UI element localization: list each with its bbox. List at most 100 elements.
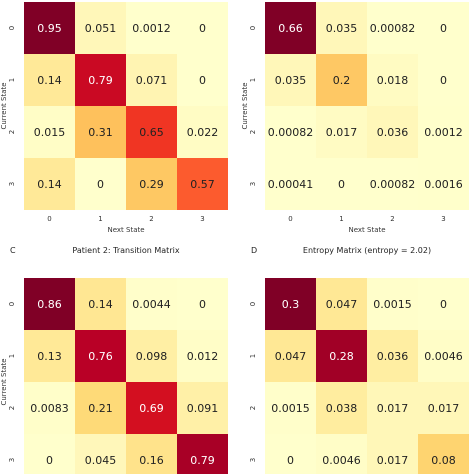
cell-value-label: 0.08	[431, 454, 456, 467]
y-axis-label: Current State	[241, 82, 249, 129]
panel-title: Entropy Matrix (entropy = 2.02)	[303, 246, 431, 255]
cell-value-label: 0.017	[428, 402, 460, 415]
heatmap-cell	[177, 382, 228, 434]
heatmap-cell	[177, 330, 228, 382]
heatmap-cell	[418, 278, 469, 330]
heatmap-cell	[24, 434, 75, 474]
cell-value-label: 0.0046	[322, 454, 361, 467]
cell-value-label: 0.091	[187, 402, 219, 415]
heatmap-cell	[316, 330, 367, 382]
heatmap-cell	[316, 2, 367, 54]
y-tick-label: 2	[249, 130, 257, 134]
heatmap-cell	[177, 278, 228, 330]
heatmap-cell	[367, 158, 418, 210]
cell-value-label: 0.76	[88, 350, 113, 363]
heatmap-cell	[24, 382, 75, 434]
heatmap-panel-2: 0.86 0.14 0.0044 0 0.13 0.76 0.098 0.012 0.0083 0…	[0, 246, 228, 474]
heatmap-cell	[316, 106, 367, 158]
cell-value-label: 0.29	[139, 178, 164, 191]
heatmap-cell	[24, 278, 75, 330]
cell-value-label: 0	[440, 298, 447, 311]
cell-value-label: 0.79	[190, 454, 215, 467]
cell-value-label: 0.015	[34, 126, 66, 139]
x-tick-label: 2	[149, 215, 153, 223]
y-tick-label: 1	[8, 354, 16, 358]
cell-value-label: 0.012	[187, 350, 219, 363]
y-tick-label: 0	[249, 302, 257, 306]
cell-value-label: 0.14	[37, 74, 62, 87]
cell-value-label: 0.00082	[370, 22, 416, 35]
heatmap-cell	[126, 330, 177, 382]
cell-value-label: 0.047	[326, 298, 358, 311]
heatmap-cell	[265, 106, 316, 158]
heatmap-cell	[418, 330, 469, 382]
cell-value-label: 0.28	[329, 350, 354, 363]
cell-value-label: 0.69	[139, 402, 164, 415]
heatmap-cell	[75, 434, 126, 474]
cell-value-label: 0.14	[88, 298, 113, 311]
cell-value-label: 0.0083	[30, 402, 69, 415]
heatmap-cell	[24, 2, 75, 54]
cell-value-label: 0.0015	[271, 402, 310, 415]
cell-value-label: 0.038	[326, 402, 358, 415]
cell-value-label: 0.017	[377, 454, 409, 467]
heatmap-cell	[24, 330, 75, 382]
x-tick-label: 1	[98, 215, 102, 223]
cell-value-label: 0	[338, 178, 345, 191]
cell-value-label: 0.0012	[132, 22, 171, 35]
y-tick-label: 2	[249, 406, 257, 410]
heatmap-cell	[316, 382, 367, 434]
heatmap-cell	[367, 330, 418, 382]
cell-value-label: 0.018	[377, 74, 409, 87]
heatmap-panel-1: 0.66 0.035 0.00082 0 0.035 0.2 0.018 0 0.00082 0.…	[241, 2, 469, 234]
y-tick-label: 1	[249, 78, 257, 82]
cell-value-label: 0.65	[139, 126, 164, 139]
y-tick-label: 2	[8, 406, 16, 410]
cell-value-label: 0	[199, 298, 206, 311]
cell-value-label: 0.0012	[424, 126, 463, 139]
heatmap-cell	[418, 2, 469, 54]
heatmap-cell	[265, 158, 316, 210]
heatmap-cell	[418, 54, 469, 106]
heatmap-cell	[265, 54, 316, 106]
heatmap-cell	[177, 106, 228, 158]
heatmap-cell	[75, 2, 126, 54]
heatmap-cell	[177, 158, 228, 210]
cell-value-label: 0	[199, 74, 206, 87]
y-tick-label: 0	[249, 26, 257, 30]
panel-letter: D	[251, 246, 257, 255]
heatmap-cell	[75, 278, 126, 330]
heatmap-cell	[418, 382, 469, 434]
cell-value-label: 0.57	[190, 178, 215, 191]
heatmap-cell	[126, 2, 177, 54]
cell-value-label: 0.0046	[424, 350, 463, 363]
heatmap-cell	[126, 54, 177, 106]
heatmap-cell	[265, 2, 316, 54]
cell-value-label: 0.017	[326, 126, 358, 139]
cell-value-label: 0.21	[88, 402, 113, 415]
y-tick-label: 0	[8, 26, 16, 30]
heatmap-cell	[367, 278, 418, 330]
y-tick-label: 0	[8, 302, 16, 306]
cell-value-label: 0.022	[187, 126, 219, 139]
heatmap-cell	[126, 382, 177, 434]
y-tick-label: 3	[249, 458, 257, 462]
heatmap-cell	[418, 434, 469, 474]
heatmap-cell	[75, 106, 126, 158]
x-tick-label: 1	[339, 215, 343, 223]
cell-value-label: 0.098	[136, 350, 168, 363]
heatmap-cell	[418, 158, 469, 210]
heatmap-cell	[316, 278, 367, 330]
x-tick-label: 3	[200, 215, 204, 223]
cell-value-label: 0.0015	[373, 298, 412, 311]
cell-value-label: 0	[199, 22, 206, 35]
cell-value-label: 0.051	[85, 22, 117, 35]
y-tick-label: 3	[8, 458, 16, 462]
cell-value-label: 0.035	[326, 22, 358, 35]
heatmap-cell	[367, 54, 418, 106]
y-tick-label: 2	[8, 130, 16, 134]
heatmap-cell	[75, 158, 126, 210]
heatmap-cell	[75, 54, 126, 106]
cell-value-label: 0.047	[275, 350, 307, 363]
heatmap-cell	[418, 106, 469, 158]
